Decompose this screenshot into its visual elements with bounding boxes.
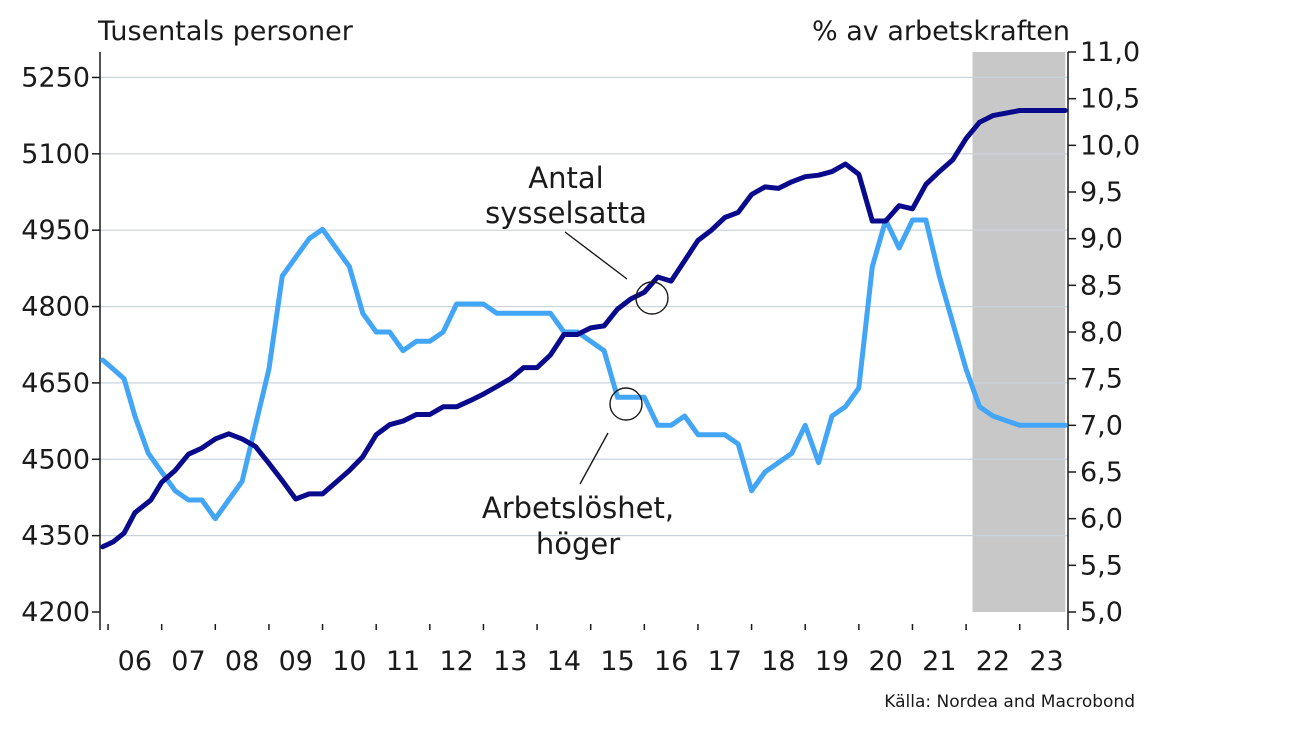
annotation-label-employed: sysselsatta [485,196,647,230]
right-tick-label: 10,5 [1080,84,1140,115]
x-tick-label: 23 [1029,646,1063,677]
right-tick-label: 5,0 [1080,597,1123,628]
x-tick-label: 09 [279,646,313,677]
right-tick-label: 11,0 [1080,37,1140,68]
left-tick-label: 4500 [21,444,90,475]
left-tick-label: 4950 [21,215,90,246]
right-tick-label: 7,5 [1080,364,1123,395]
annotation-label-employed: Antal [528,161,603,195]
right-axis-title: % av arbetskraften [812,16,1070,47]
right-tick-label: 7,0 [1080,410,1123,441]
annotation-circle-employed [635,281,669,315]
left-axis-title: Tusentals personer [97,16,354,47]
right-tick-label: 5,5 [1080,550,1123,581]
x-tick-label: 18 [761,646,795,677]
x-tick-label: 22 [976,646,1010,677]
forecast-shade [972,52,1066,612]
x-tick-label: 11 [386,646,420,677]
annotation-label-unemployment: Arbetslöshet, [482,491,674,525]
x-tick-label: 08 [225,646,259,677]
right-tick-label: 8,0 [1080,317,1123,348]
x-tick-label: 10 [332,646,366,677]
annotation-leader-employed [564,231,628,280]
right-tick-label: 8,5 [1080,270,1123,301]
axes: 4200 4350 4500 4650 4800 4950 5100 5250 5,0 5,5 6,… [21,37,1140,677]
left-tick-label: 4650 [21,368,90,399]
right-tick-label: 6,0 [1080,504,1123,535]
annotation-label-unemployment: höger [536,527,620,561]
left-tick-label: 5250 [21,62,90,93]
x-tick-label: 12 [439,646,473,677]
gridlines [100,76,1068,537]
left-tick-label: 4200 [21,597,90,628]
annotation-circle-unemployment [609,387,643,421]
annotation-leader-unemployment [579,432,609,485]
x-tick-label: 21 [922,646,956,677]
x-tick-label: 16 [654,646,688,677]
series-line-unemployment [100,217,1068,522]
left-tick-label: 5100 [21,139,90,170]
left-tick-label: 4350 [21,521,90,552]
x-tick-label: 19 [815,646,849,677]
x-tick-label: 06 [118,646,152,677]
series-line-employed [100,108,1068,550]
right-tick-label: 9,0 [1080,224,1123,255]
right-tick-label: 9,5 [1080,177,1123,208]
x-tick-label: 20 [868,646,902,677]
source-note: Källa: Nordea and Macrobond [884,692,1135,712]
x-tick-label: 17 [708,646,742,677]
x-tick-label: 07 [171,646,205,677]
x-tick-label: 14 [547,646,581,677]
right-tick-label: 10,0 [1080,130,1140,161]
left-tick-label: 4800 [21,292,90,323]
x-tick-label: 15 [600,646,634,677]
right-tick-label: 6,5 [1080,457,1123,488]
forecast-shade-layer [972,52,1066,612]
series-layer [100,108,1068,550]
x-tick-label: 13 [493,646,527,677]
